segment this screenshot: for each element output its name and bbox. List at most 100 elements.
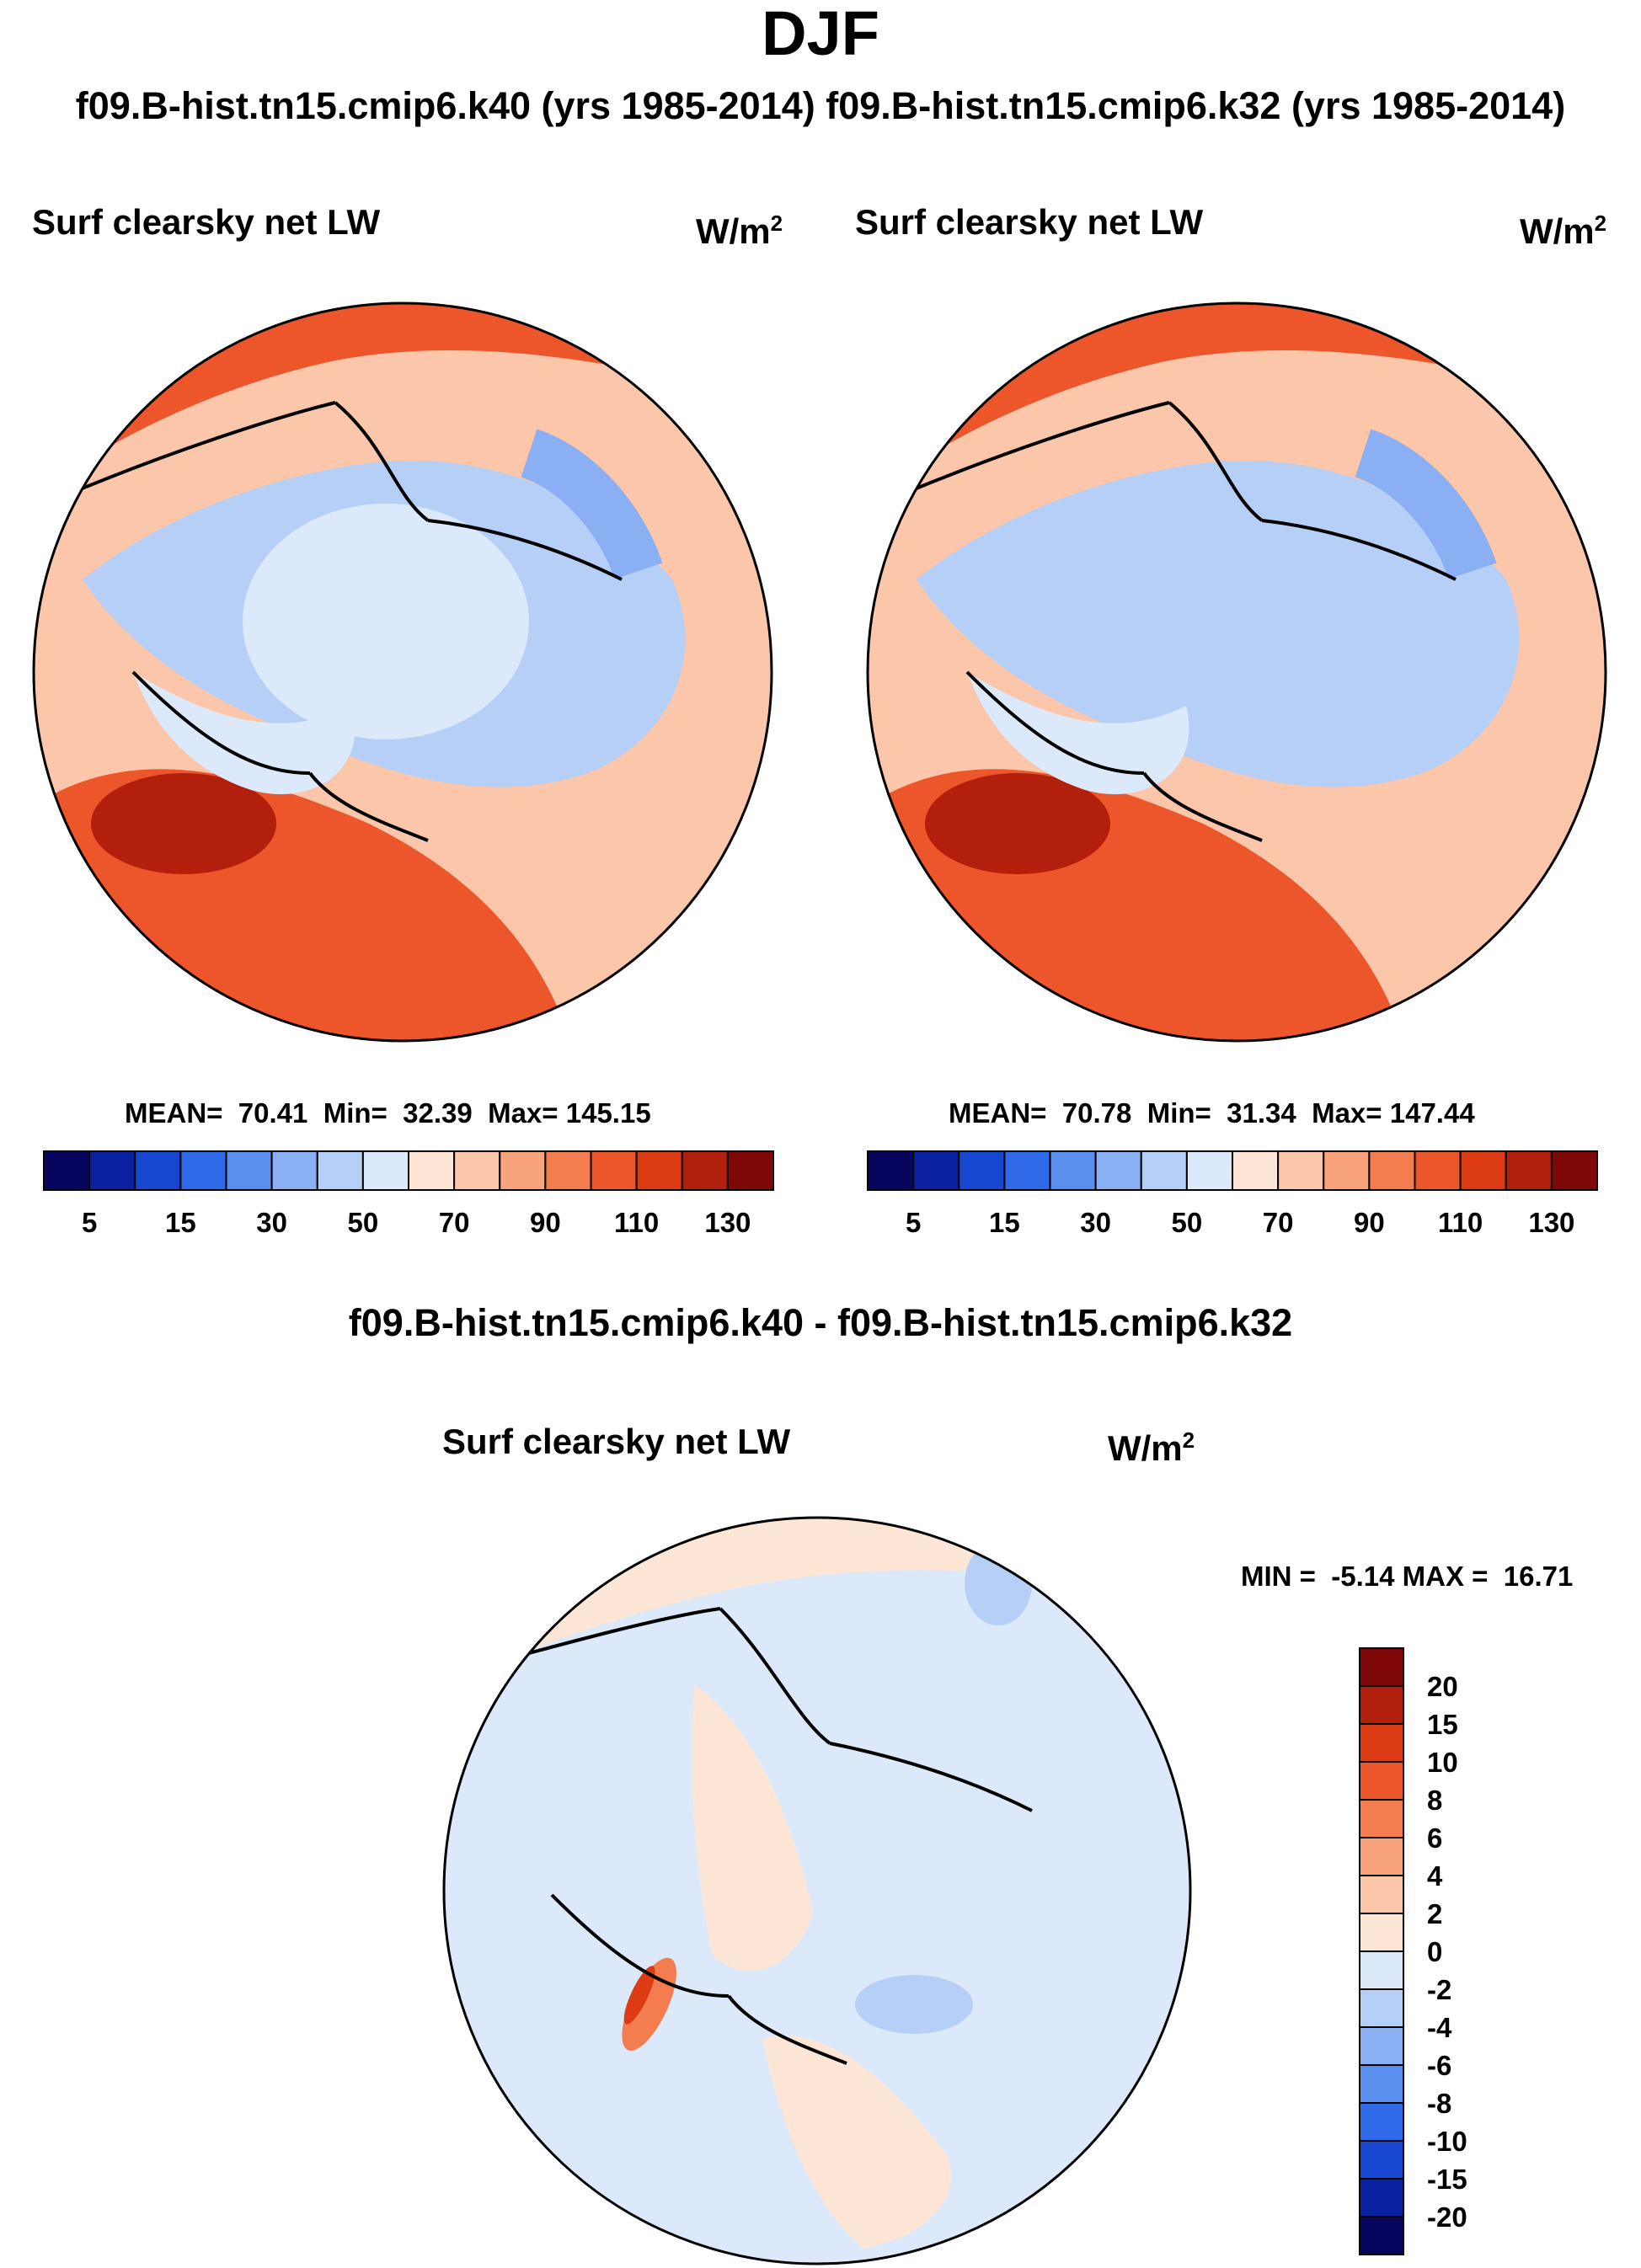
panel3-field-anomaly-core bbox=[623, 1966, 655, 2025]
panel2-field-hotspot bbox=[925, 773, 1110, 874]
panel3-field-europe bbox=[762, 2035, 951, 2249]
panel3-colorbar-swatch bbox=[1359, 2064, 1404, 2104]
panel1-colorbar-swatch bbox=[88, 1150, 136, 1191]
panel1-colorbar-swatch bbox=[361, 1150, 409, 1191]
difference-title: f09.B-hist.tn15.cmip6.k40 - f09.B-hist.t… bbox=[348, 1301, 1293, 1344]
panel3-stats: MIN = -5.14 MAX = 16.71 bbox=[1241, 1561, 1574, 1592]
panel1-title: Surf clearsky net LW bbox=[32, 202, 381, 242]
panel2-coastlines bbox=[899, 401, 1457, 842]
panel2-colorbar-swatch bbox=[1277, 1150, 1325, 1191]
panel3-colorbar-tick-label: 10 bbox=[1427, 1747, 1458, 1778]
panel2-colorbar-swatch bbox=[1459, 1150, 1507, 1191]
panel3-colorbar-tick-label: -8 bbox=[1427, 2088, 1451, 2119]
panel3-colorbar-tick-label: -2 bbox=[1427, 1974, 1451, 2005]
panel2-units: W/m2 bbox=[1520, 211, 1607, 251]
panel1-colorbar-swatch bbox=[590, 1150, 638, 1191]
panel3-field-greenland bbox=[692, 1684, 813, 1972]
panel1-colorbar-tick-label: 50 bbox=[348, 1207, 379, 1238]
panel3-colorbar-tick-label: 15 bbox=[1427, 1709, 1458, 1740]
panel2-colorbar-swatch bbox=[867, 1150, 915, 1191]
panel3-colorbar-swatch bbox=[1359, 1950, 1404, 1990]
panel2-colorbar-tick-label: 90 bbox=[1354, 1207, 1385, 1238]
panel2-colorbar-swatch bbox=[1323, 1150, 1371, 1191]
panel3-colorbar-swatch bbox=[1359, 1799, 1404, 1838]
panel1-colorbar-swatch bbox=[681, 1150, 729, 1191]
subtitle: f09.B-hist.tn15.cmip6.k40 (yrs 1985-2014… bbox=[75, 84, 1566, 127]
panel1-colorbar-tick-label: 110 bbox=[614, 1207, 659, 1238]
panel2-colorbar-swatch bbox=[1505, 1150, 1553, 1191]
panel3-colorbar-swatch bbox=[1359, 2178, 1404, 2217]
panel2-title: Surf clearsky net LW bbox=[855, 202, 1204, 242]
panel1-colorbar-swatch bbox=[270, 1150, 318, 1191]
panel1-colorbar-tick-label: 30 bbox=[256, 1207, 287, 1238]
panel1-field-siberia bbox=[520, 429, 663, 580]
panel1-colorbar: 5 15 30 50 70 90 110 130 bbox=[43, 1150, 774, 1238]
panel3-colorbar-tick-label: 2 bbox=[1427, 1898, 1442, 1929]
panel2-colorbar-swatch bbox=[1003, 1150, 1051, 1191]
panel2-colorbar-swatch bbox=[958, 1150, 1006, 1191]
panel2-colorbar-tick-label: 30 bbox=[1080, 1207, 1111, 1238]
panel3-colorbar-swatch bbox=[1359, 1988, 1404, 2028]
panel3-colorbar-tick-label: -10 bbox=[1427, 2126, 1467, 2157]
panel2-colorbar-swatch bbox=[1550, 1150, 1598, 1191]
panel1-map-border bbox=[32, 302, 773, 1043]
panel3-map-border bbox=[442, 1516, 1192, 2265]
panel3-colorbar-swatch bbox=[1359, 1913, 1404, 1952]
panel1-colorbar-swatch bbox=[453, 1150, 501, 1191]
panel2-colorbar-tick-label: 15 bbox=[989, 1207, 1020, 1238]
panel1-field-greenland bbox=[133, 672, 355, 795]
panel2-colorbar-tick-label: 5 bbox=[906, 1207, 921, 1238]
panel1-colorbar-tick-label: 70 bbox=[439, 1207, 470, 1238]
panel2-colorbar-swatch bbox=[1140, 1150, 1188, 1191]
panel1-colorbar-tick-label: 90 bbox=[530, 1207, 561, 1238]
panel2-colorbar-swatch bbox=[1368, 1150, 1416, 1191]
panel1-colorbar-swatch bbox=[316, 1150, 364, 1191]
panel3-colorbar-tick-label: 6 bbox=[1427, 1822, 1442, 1854]
panel1-colorbar-tick-label: 15 bbox=[165, 1207, 196, 1238]
panel3-coastlines bbox=[475, 1607, 1033, 2065]
panel1-stats: MEAN= 70.41 Min= 32.39 Max= 145.15 bbox=[125, 1097, 651, 1129]
panel1-colorbar-swatch bbox=[726, 1150, 774, 1191]
panel3-colorbar-tick-label: -6 bbox=[1427, 2050, 1451, 2081]
panel2-colorbar-tick-label: 130 bbox=[1528, 1207, 1574, 1238]
panel3-colorbar-tick-label: -4 bbox=[1427, 2012, 1452, 2043]
panel1-map bbox=[32, 302, 773, 1043]
panel1-colorbar-swatch bbox=[179, 1150, 227, 1191]
panel1-colorbar-tick-label: 5 bbox=[82, 1207, 97, 1238]
panel2-field-greenland bbox=[967, 672, 1189, 795]
panel2-field-arctic bbox=[1077, 504, 1363, 739]
panel1-coastlines bbox=[65, 401, 623, 842]
panel3-colorbar-swatch bbox=[1359, 1685, 1404, 1725]
panel3-colorbar-tick-label: 4 bbox=[1427, 1860, 1443, 1892]
main-title: DJF bbox=[762, 0, 879, 68]
panel2-colorbar-swatch bbox=[912, 1150, 960, 1191]
panel3-colorbar-swatch bbox=[1359, 1837, 1404, 1876]
panel1-colorbar-swatch bbox=[408, 1150, 456, 1191]
panel2-colorbar-swatch bbox=[1094, 1150, 1142, 1191]
panel2-colorbar-swatch bbox=[1185, 1150, 1233, 1191]
panel2-colorbar-swatch bbox=[1414, 1150, 1462, 1191]
panel1-colorbar-swatch bbox=[225, 1150, 273, 1191]
panel1-colorbar-swatch bbox=[544, 1150, 592, 1191]
panel3-units: W/m2 bbox=[1108, 1428, 1195, 1468]
panel2-colorbar-tick-label: 50 bbox=[1172, 1207, 1203, 1238]
panel1-colorbar-swatch bbox=[499, 1150, 547, 1191]
panel1-field-arctic bbox=[243, 504, 529, 739]
panel3-colorbar-swatch bbox=[1359, 2026, 1404, 2066]
panel2-map bbox=[866, 302, 1607, 1043]
panel2-colorbar-tick-label: 110 bbox=[1438, 1207, 1483, 1238]
panel2-stats: MEAN= 70.78 Min= 31.34 Max= 147.44 bbox=[949, 1097, 1475, 1129]
panel3-map bbox=[442, 1516, 1192, 2265]
panel3-field-barents bbox=[855, 1975, 973, 2034]
panel3-title: Surf clearsky net LW bbox=[442, 1422, 791, 1461]
panel1-units: W/m2 bbox=[696, 211, 783, 251]
panel3-colorbar-swatch bbox=[1359, 1647, 1404, 1687]
panel1-colorbar-swatch bbox=[635, 1150, 683, 1191]
panel2-map-border bbox=[866, 302, 1607, 1043]
panel2-colorbar-swatch bbox=[1049, 1150, 1097, 1191]
panel3-colorbar-tick-label: 0 bbox=[1427, 1936, 1442, 1967]
panel3-colorbar-tick-label: -15 bbox=[1427, 2164, 1467, 2195]
panel1-field-hotspot bbox=[91, 773, 276, 874]
panel2-field-siberia bbox=[1354, 429, 1497, 580]
